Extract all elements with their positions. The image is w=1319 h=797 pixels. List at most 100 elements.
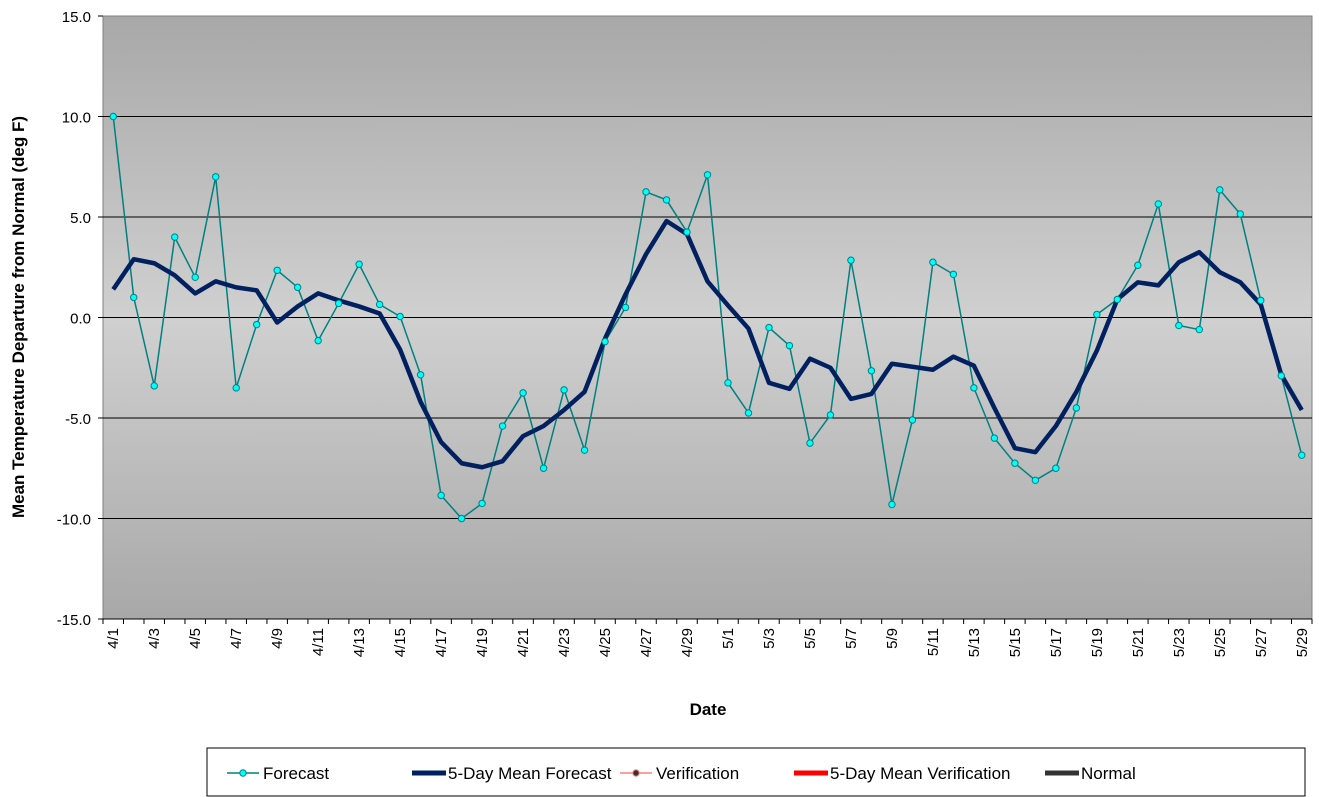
- forecast-point: [478, 499, 486, 508]
- legend: Forecast 5-Day Mean Forecast Verification 5…: [227, 764, 1136, 783]
- forecast-point: [806, 439, 814, 447]
- forecast-point: [990, 434, 999, 442]
- x-tick-label: 5/3: [761, 628, 778, 649]
- x-tick-label: 5/5: [802, 628, 819, 649]
- forecast-point: [191, 273, 199, 281]
- forecast-point: [457, 514, 466, 523]
- forecast-point: [232, 384, 240, 392]
- legend-label: 5-Day Mean Forecast: [448, 764, 612, 783]
- x-tick-label: 4/17: [433, 628, 450, 657]
- forecast-point: [109, 112, 117, 121]
- forecast-point: [1216, 186, 1224, 194]
- x-tick-label: 5/15: [1007, 628, 1024, 657]
- forecast-point: [724, 379, 732, 387]
- x-tick-label: 4/1: [105, 628, 122, 649]
- x-tick-label: 4/3: [146, 628, 163, 649]
- forecast-point: [621, 303, 630, 312]
- y-tick-label: 15.0: [62, 9, 91, 26]
- y-tick-label: 5.0: [70, 210, 91, 227]
- legend-label: Verification: [656, 764, 739, 783]
- forecast-point: [847, 256, 855, 264]
- forecast-point: [1298, 451, 1306, 459]
- x-tick-label: 4/5: [187, 628, 204, 649]
- forecast-point: [1072, 404, 1081, 412]
- mean-forecast-series-line: [111, 218, 1304, 470]
- y-tick-label: -10.0: [57, 512, 91, 529]
- forecast-point: [150, 382, 158, 390]
- forecast-point: [908, 416, 917, 424]
- forecast-point: [519, 389, 527, 397]
- forecast-point: [396, 312, 404, 321]
- x-axis-ticks: 4/1 4/3 4/5 4/7 4/9 4/11 4/13 4/15 4/17 4/19 4/21 4…: [102, 618, 1313, 657]
- x-tick-label: 5/27: [1253, 628, 1270, 657]
- forecast-point: [437, 491, 445, 500]
- forecast-point: [1236, 210, 1244, 218]
- x-tick-label: 4/25: [597, 628, 614, 657]
- x-axis-title: Date: [690, 700, 727, 719]
- legend-label: 5-Day Mean Verification: [830, 764, 1010, 783]
- x-tick-label: 5/9: [884, 628, 901, 649]
- forecast-point: [683, 228, 691, 236]
- x-tick-label: 5/21: [1130, 628, 1147, 657]
- x-tick-label: 5/11: [925, 628, 942, 656]
- x-tick-label: 5/25: [1212, 628, 1229, 657]
- forecast-point: [560, 386, 568, 394]
- forecast-point: [765, 323, 773, 332]
- x-tick-label: 5/19: [1089, 628, 1106, 657]
- legend-item: 5-Day Mean Forecast: [412, 764, 612, 783]
- forecast-point: [1257, 296, 1265, 305]
- x-tick-label: 4/27: [638, 628, 655, 657]
- forecast-point: [662, 196, 671, 204]
- x-tick-label: 4/23: [556, 628, 573, 657]
- x-tick-label: 4/29: [679, 628, 696, 657]
- legend-label: Forecast: [263, 764, 329, 783]
- forecast-point: [970, 384, 978, 392]
- x-tick-label: 4/9: [269, 628, 286, 649]
- x-tick-label: 4/11: [310, 628, 327, 656]
- forecast-point: [498, 422, 507, 430]
- forecast-point: [1113, 295, 1122, 304]
- forecast-point: [1011, 459, 1019, 467]
- forecast-point: [1093, 310, 1101, 319]
- gridlines: [103, 116, 1312, 519]
- forecast-point: [416, 371, 425, 379]
- forecast-point: [171, 233, 179, 241]
- y-tick-label: -5.0: [65, 411, 91, 428]
- forecast-point: [252, 320, 261, 329]
- forecast-point: [642, 188, 650, 196]
- forecast-point: [1052, 464, 1060, 472]
- forecast-point: [375, 300, 384, 309]
- x-tick-label: 5/7: [843, 628, 860, 649]
- x-tick-label: 5/29: [1294, 628, 1311, 657]
- legend-marker: [632, 769, 640, 777]
- forecast-point: [334, 299, 343, 308]
- x-tick-label: 4/13: [351, 628, 368, 657]
- x-tick-label: 5/17: [1048, 628, 1065, 657]
- x-tick-label: 4/15: [392, 628, 409, 657]
- x-tick-label: 5/1: [720, 628, 737, 649]
- forecast-point: [1134, 261, 1142, 269]
- forecast-point: [1031, 476, 1040, 485]
- forecast-point: [314, 336, 322, 345]
- x-tick-label: 4/7: [228, 628, 245, 649]
- forecast-point: [293, 283, 302, 292]
- y-tick-label: -15.0: [57, 612, 91, 629]
- forecast-point: [355, 260, 363, 268]
- forecast-point: [888, 500, 896, 509]
- x-tick-label: 4/19: [474, 628, 491, 657]
- forecast-point: [867, 367, 876, 375]
- forecast-point: [212, 173, 220, 181]
- legend-item: Normal: [1045, 764, 1136, 783]
- forecast-point: [826, 411, 835, 419]
- legend-item: 5-Day Mean Verification: [794, 764, 1010, 783]
- y-tick-label: 10.0: [62, 110, 91, 127]
- forecast-point: [539, 464, 548, 472]
- x-tick-label: 5/13: [966, 628, 983, 657]
- legend-item: Forecast: [227, 764, 329, 783]
- forecast-point: [130, 293, 138, 302]
- forecast-point: [744, 409, 753, 417]
- x-tick-label: 5/23: [1171, 628, 1188, 657]
- forecast-point: [1277, 372, 1285, 380]
- legend-item: Verification: [620, 764, 739, 783]
